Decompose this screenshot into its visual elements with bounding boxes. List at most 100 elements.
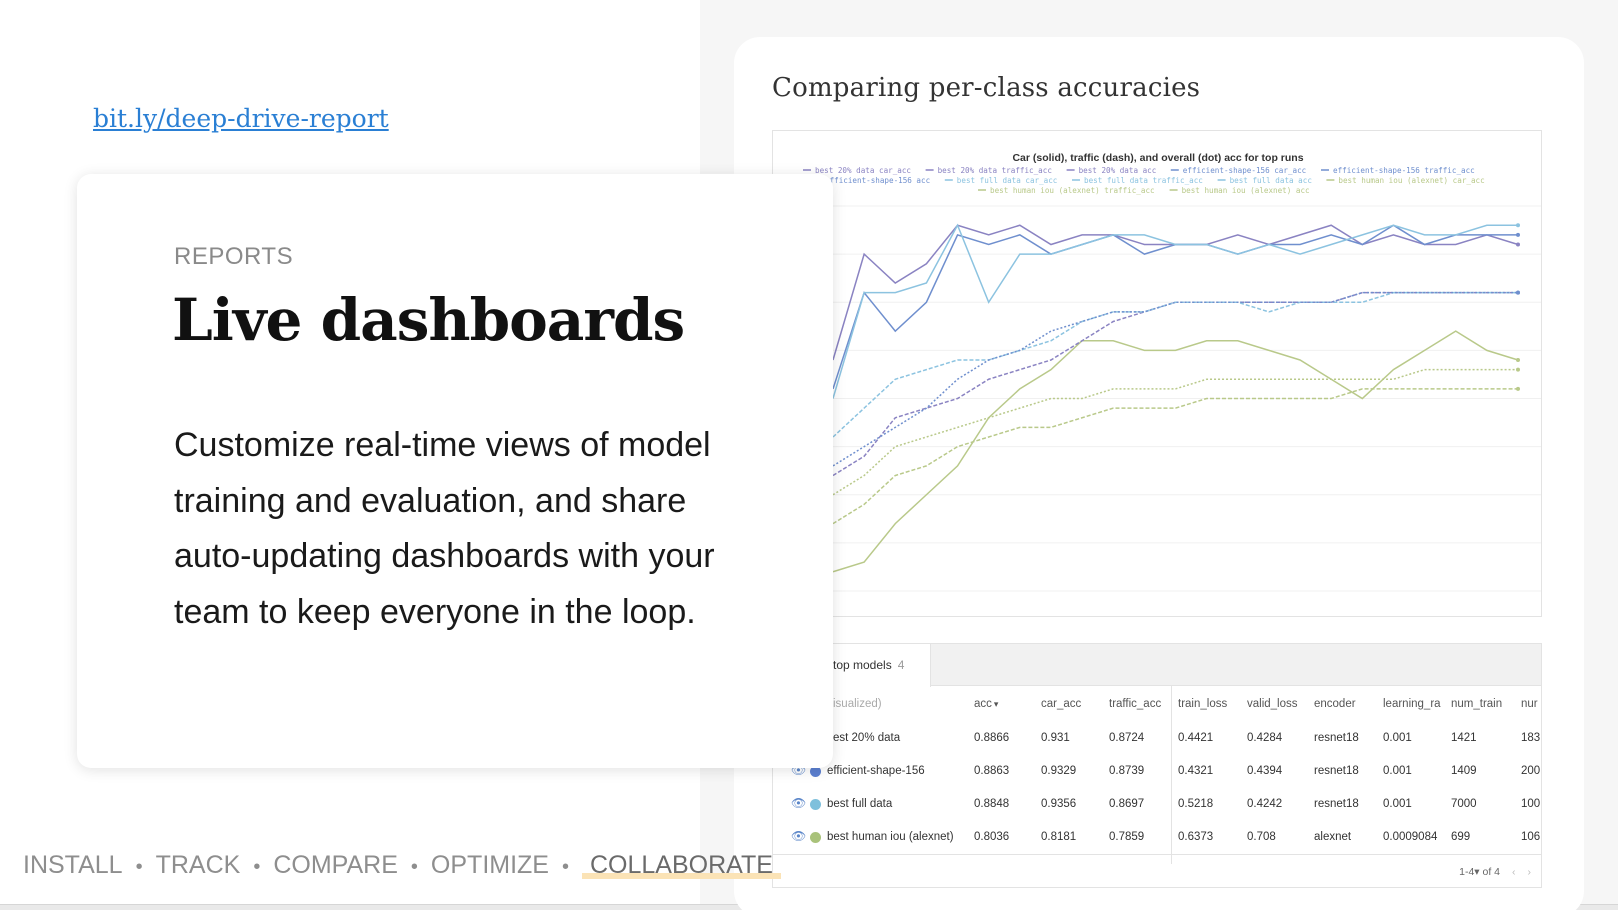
- column-header-learning-rate[interactable]: learning_ra: [1383, 698, 1441, 710]
- table-row[interactable]: est 20% data 0.8866 0.931 0.8724 0.4421 …: [773, 722, 1541, 756]
- column-header-acc[interactable]: acc ▾: [974, 698, 998, 710]
- column-header-valid-loss[interactable]: valid_loss: [1247, 698, 1298, 710]
- line-chart: Car (solid), traffic (dash), and overall…: [772, 130, 1542, 617]
- series-end-point: [1516, 242, 1520, 247]
- chart-lines: [832, 223, 1520, 573]
- cell-learning-rate: 0.001: [1383, 765, 1412, 777]
- cell-car-acc: 0.8181: [1041, 831, 1077, 843]
- series-line: [832, 291, 1518, 467]
- run-name[interactable]: efficient-shape-156: [827, 765, 925, 777]
- next-page-icon[interactable]: ›: [1527, 866, 1532, 878]
- table-row[interactable]: 👁 efficient-shape-156 0.8863 0.9329 0.87…: [773, 755, 1541, 789]
- cell-acc: 0.8848: [974, 798, 1010, 810]
- cell-traffic-acc: 0.7859: [1109, 831, 1145, 843]
- legend-entry: best human iou (alexnet) acc: [1182, 186, 1310, 195]
- sort-desc-icon: ▾: [993, 699, 999, 709]
- bottom-nav: INSTALL • TRACK • COMPARE • OPTIMIZE • COLLABORA…: [23, 851, 781, 880]
- chart-svg: Car (solid), traffic (dash), and overall…: [773, 152, 1541, 592]
- column-separator: [1171, 686, 1172, 864]
- series-line: [832, 330, 1519, 573]
- legend-entry: best human iou (alexnet) traffic_acc: [990, 186, 1155, 195]
- nav-optimize[interactable]: OPTIMIZE: [430, 851, 549, 879]
- column-header-acc-label: acc: [974, 698, 992, 710]
- cell-traffic-acc: 0.8697: [1109, 798, 1145, 810]
- cell-traffic-acc: 0.8724: [1109, 732, 1145, 744]
- cell-num: 100: [1521, 798, 1541, 810]
- cell-learning-rate: 0.001: [1383, 732, 1412, 744]
- nav-separator: •: [561, 856, 569, 878]
- run-color-dot: [810, 799, 821, 810]
- series-line: [832, 223, 1518, 399]
- nav-install[interactable]: INSTALL: [23, 851, 123, 879]
- cell-acc: 0.8863: [974, 765, 1010, 777]
- legend-entry: efficient-shape-156 acc: [825, 176, 930, 185]
- panel-title: Comparing per-class accuracies: [772, 73, 1201, 103]
- cell-num-train: 1421: [1451, 732, 1477, 744]
- cell-learning-rate: 0.0009084: [1383, 831, 1438, 843]
- cell-valid-loss: 0.4284: [1247, 732, 1283, 744]
- legend-entry: best 20% data traffic_acc: [938, 166, 1052, 175]
- nav-track[interactable]: TRACK: [155, 851, 241, 879]
- column-header-name[interactable]: isualized): [833, 698, 882, 710]
- eye-icon[interactable]: 👁: [791, 796, 807, 810]
- cell-car-acc: 0.9329: [1041, 765, 1077, 777]
- prev-page-icon[interactable]: ‹: [1512, 866, 1516, 878]
- series-end-point: [1516, 232, 1520, 237]
- cell-encoder: resnet18: [1314, 732, 1359, 744]
- cell-num-train: 1409: [1451, 765, 1477, 777]
- cell-valid-loss: 0.4394: [1247, 765, 1283, 777]
- column-header-traffic-acc[interactable]: traffic_acc: [1109, 698, 1162, 710]
- nav-compare[interactable]: COMPARE: [273, 851, 398, 879]
- column-header-train-loss[interactable]: train_loss: [1178, 698, 1228, 710]
- tab-label: top models: [833, 658, 892, 672]
- cell-train-loss: 0.4421: [1178, 732, 1214, 744]
- series-end-point: [1516, 358, 1520, 362]
- cell-valid-loss: 0.4242: [1247, 798, 1283, 810]
- cell-num: 106: [1521, 831, 1541, 843]
- cell-num: 200: [1521, 765, 1541, 777]
- card-eyebrow: REPORTS: [174, 243, 294, 270]
- cell-train-loss: 0.6373: [1178, 831, 1214, 843]
- legend-entry: best human iou (alexnet) car_acc: [1338, 176, 1484, 185]
- legend-entry: best full data traffic_acc: [1084, 176, 1203, 185]
- cell-num: 183: [1521, 732, 1541, 744]
- series-line: [832, 291, 1518, 438]
- cell-train-loss: 0.4321: [1178, 765, 1214, 777]
- run-name[interactable]: best human iou (alexnet): [827, 831, 954, 843]
- pagination: 1-4▾ of 4 ‹ ›: [1459, 866, 1531, 878]
- column-header-num-train[interactable]: num_train: [1451, 698, 1503, 710]
- eye-icon[interactable]: 👁: [791, 829, 807, 843]
- cell-encoder: alexnet: [1314, 831, 1352, 843]
- run-name[interactable]: est 20% data: [833, 732, 901, 744]
- nav-separator: •: [253, 856, 261, 878]
- column-header-num[interactable]: nur: [1521, 698, 1538, 710]
- run-color-dot: [810, 832, 821, 843]
- column-header-encoder[interactable]: encoder: [1314, 698, 1356, 710]
- cell-valid-loss: 0.708: [1247, 831, 1276, 843]
- cell-train-loss: 0.5218: [1178, 798, 1214, 810]
- cell-encoder: resnet18: [1314, 765, 1359, 777]
- legend-entry: best full data car_acc: [957, 176, 1058, 185]
- tab-count: 4: [897, 658, 905, 672]
- legend-entry: efficient-shape-156 traffic_acc: [1333, 166, 1475, 175]
- legend-entry: best 20% data acc: [1079, 166, 1157, 175]
- page-range-select[interactable]: 1-4▾ of 4: [1459, 866, 1500, 878]
- legend-entry: best 20% data car_acc: [815, 166, 911, 175]
- table-row[interactable]: 👁 best full data 0.8848 0.9356 0.8697 0.…: [773, 788, 1541, 822]
- series-end-point: [1516, 367, 1520, 372]
- report-link[interactable]: bit.ly/deep-drive-report: [93, 104, 389, 133]
- run-name[interactable]: best full data: [827, 798, 893, 810]
- series-end-point: [1516, 386, 1520, 391]
- table-tabbar: top models 4: [773, 644, 1541, 687]
- card-headline: Live dashboards: [172, 286, 685, 354]
- legend-entry: efficient-shape-156 car_acc: [1183, 166, 1306, 175]
- series-line: [832, 224, 1518, 390]
- cell-acc: 0.8036: [974, 831, 1010, 843]
- column-header-car-acc[interactable]: car_acc: [1041, 698, 1082, 710]
- nav-collaborate[interactable]: COLLABORATE: [582, 851, 781, 879]
- cell-num-train: 699: [1451, 831, 1471, 843]
- table-row[interactable]: 👁 best human iou (alexnet) 0.8036 0.8181…: [773, 821, 1541, 855]
- feature-card: [77, 174, 833, 768]
- chart-grid: [773, 205, 1541, 592]
- chart-title: Car (solid), traffic (dash), and overall…: [1012, 152, 1303, 164]
